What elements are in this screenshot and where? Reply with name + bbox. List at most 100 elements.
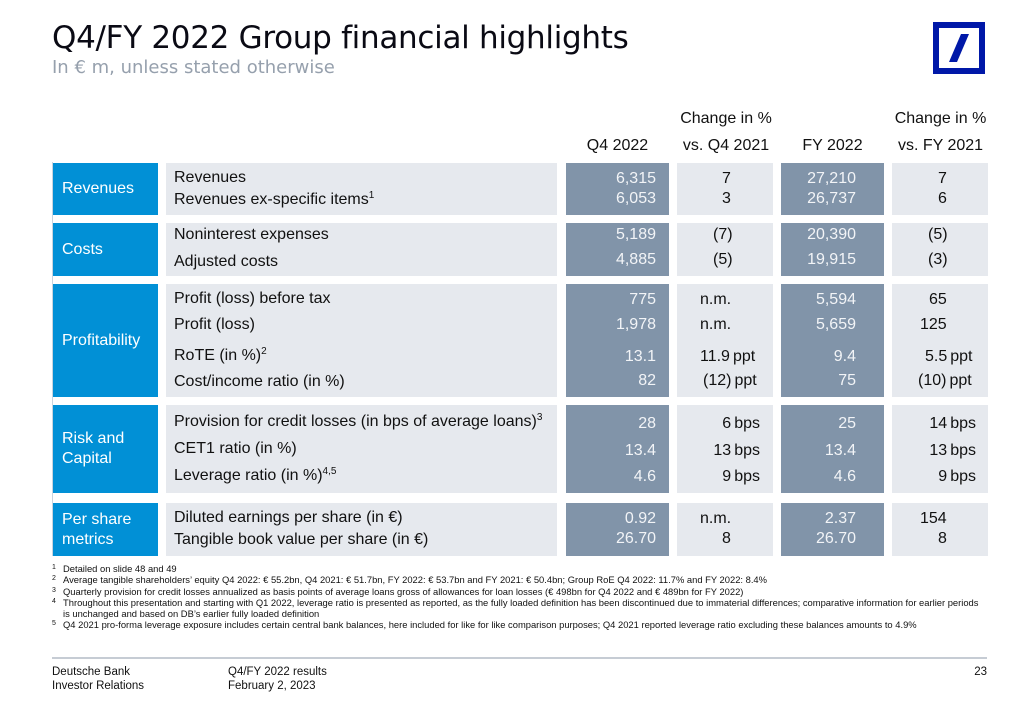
fy-2022-values: 25 13.4 4.6 (781, 405, 884, 493)
chg-fy-values: (5) (3) (892, 223, 988, 276)
value-q4: 4.6 (633, 468, 656, 485)
value-chg-fy: (3) (928, 251, 948, 268)
value-q4: 6,053 (615, 190, 656, 207)
value-chg-q4: (7) (713, 226, 733, 243)
value-q4: 28 (638, 415, 656, 432)
value-chg-q4: 8 (722, 530, 731, 547)
value-chg-q4: 11.9 ppt (700, 348, 756, 365)
value-fy: 13.4 (824, 442, 856, 459)
value-fy: 2.37 (824, 510, 856, 527)
q4-2022-values: 6,315 6,053 (566, 163, 669, 215)
chg-q4-values: n.m. n.m. 11.9 ppt (12) ppt (677, 284, 773, 397)
value-chg-fy: 8 (938, 530, 947, 547)
section-label-text: Profitability (62, 331, 141, 349)
value-q4: 1,978 (615, 316, 656, 333)
value-q4: 26.70 (615, 530, 656, 547)
footnote: 3 Quarterly provision for credit losses a… (52, 585, 744, 597)
section-profitability-row-labels: Profit (loss) before tax Profit (loss) R… (166, 284, 557, 397)
footer-doc-title: Q4/FY 2022 results (228, 666, 327, 678)
value-chg-fy: 5.5 ppt (925, 348, 973, 365)
page-title: Q4/FY 2022 Group financial highlights (52, 20, 629, 56)
row-label: Profit (loss) before tax (174, 290, 331, 307)
page-number: 23 (974, 666, 987, 678)
section-revenues-row-labels: Revenues Revenues ex-specific items1 (166, 163, 557, 215)
q4-2022-values: 775 1,978 13.1 82 (566, 284, 669, 397)
section-label-text: Costs (62, 240, 103, 258)
row-label: Noninterest expenses (174, 226, 329, 243)
value-q4: 13.1 (624, 348, 656, 365)
section-risk-row-labels: Provision for credit losses (in bps of a… (166, 405, 557, 493)
value-chg-fy: 6 (938, 190, 947, 207)
value-chg-q4: 3 (722, 190, 731, 207)
footer-document: Q4/FY 2022 results February 2, 2023 (228, 665, 327, 693)
row-label: Revenues (174, 169, 247, 186)
chg-fy-values: 7 6 (892, 163, 988, 215)
value-chg-fy: 125 (920, 316, 947, 333)
value-chg-fy: (10) ppt (918, 372, 972, 389)
row-label: RoTE (in %)2 (174, 346, 267, 365)
footnote: 5 Q4 2021 pro-forma leverage exposure inc… (52, 619, 917, 631)
row-label: Revenues ex-specific items1 (174, 190, 375, 209)
value-chg-q4: 7 (722, 170, 731, 187)
left-divider (52, 162, 53, 556)
footnotes: 1 Detailed on slide 48 and 49 2 Average ta… (52, 563, 982, 631)
page-subtitle: In € m, unless stated otherwise (52, 57, 335, 78)
fy-2022-values: 2.37 26.70 (781, 503, 884, 556)
section-label-profitability: Profitability (53, 284, 158, 397)
footer-company: Deutsche Bank Investor Relations (52, 665, 144, 693)
q4-2022-values: 5,189 4,885 (566, 223, 669, 276)
col-header-chg-q4-line2: vs. Q4 2021 (682, 137, 770, 154)
fy-2022-values: 5,594 5,659 9.4 75 (781, 284, 884, 397)
footer-company-name: Deutsche Bank (52, 666, 130, 678)
value-fy: 9.4 (833, 348, 856, 365)
footnote: 1 Detailed on slide 48 and 49 (52, 563, 177, 574)
section-label-line: Risk and (62, 430, 125, 447)
col-header-chg-fy-line2: vs. FY 2021 (897, 137, 984, 154)
section-costs-row-labels: Noninterest expenses Adjusted costs (166, 223, 557, 276)
value-q4: 13.4 (624, 442, 656, 459)
value-fy: 5,594 (815, 291, 856, 308)
chg-fy-values: 65 125 5.5 ppt (10) ppt (892, 284, 988, 397)
footnote: 4 Throughout this presentation and starti… (52, 596, 979, 620)
value-chg-q4: n.m. (700, 316, 732, 333)
footer-department: Investor Relations (52, 680, 145, 692)
footer-doc-date: February 2, 2023 (228, 680, 316, 692)
col-header-chg-fy-line1: Change in % (894, 110, 987, 127)
value-q4: 6,315 (615, 170, 656, 187)
section-label-revenues: Revenues (53, 163, 158, 215)
value-chg-q4: 6 bps (722, 415, 760, 432)
q4-2022-values: 28 13.4 4.6 (566, 405, 669, 493)
section-label-line: metrics (62, 530, 114, 548)
fy-2022-values: 27,210 26,737 (781, 163, 884, 215)
section-label-text: Revenues (62, 180, 135, 197)
value-chg-fy: 9 bps (938, 468, 976, 485)
section-label-costs: Costs (53, 223, 158, 276)
section-label-line: Per share (62, 510, 132, 528)
value-chg-fy: 65 (929, 291, 947, 308)
row-label: Adjusted costs (174, 253, 279, 270)
deutsche-bank-logo-icon (933, 22, 985, 74)
slash-icon (949, 34, 969, 62)
row-label: Leverage ratio (in %)4,5 (174, 466, 337, 485)
row-label: Diluted earnings per share (in €) (174, 509, 403, 526)
value-chg-q4: 9 bps (722, 468, 760, 485)
row-label: Provision for credit losses (in bps of a… (174, 412, 543, 431)
value-chg-q4: 13 bps (713, 442, 760, 459)
value-chg-fy: 7 (938, 170, 947, 187)
row-label: Profit (loss) (174, 316, 255, 333)
row-label: CET1 ratio (in %) (174, 440, 297, 457)
section-per-share-row-labels: Diluted earnings per share (in €) Tangib… (166, 503, 557, 556)
chg-fy-values: 154 8 (892, 503, 988, 556)
section-label-per-share-metrics: Per share metrics (53, 503, 158, 556)
value-fy: 19,915 (807, 251, 856, 268)
chg-fy-values: 14 bps 13 bps 9 bps (892, 405, 988, 493)
value-chg-fy: 13 bps (929, 442, 976, 459)
value-q4: 4,885 (615, 251, 656, 268)
value-chg-fy: (5) (928, 226, 948, 243)
q4-2022-values: 0.92 26.70 (566, 503, 669, 556)
value-fy: 4.6 (833, 468, 856, 485)
fy-2022-values: 20,390 19,915 (781, 223, 884, 276)
col-header-q4-2022: Q4 2022 (586, 137, 649, 154)
row-label: Cost/income ratio (in %) (174, 373, 345, 390)
section-label-risk-and-capital: Risk and Capital (53, 405, 158, 493)
